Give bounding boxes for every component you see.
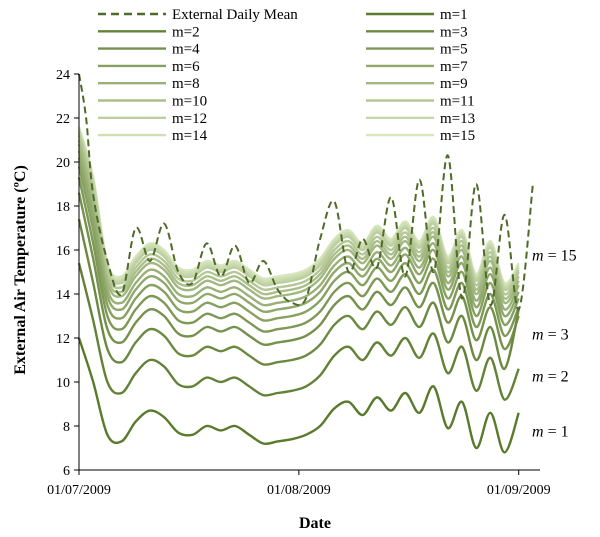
legend-label: m=13 <box>440 111 475 127</box>
series-annotation: m = 15 <box>532 247 577 264</box>
series-line-m-12 <box>77 133 520 292</box>
x-tick-label: 01/07/2009 <box>47 483 111 498</box>
series-line-m-1 <box>77 337 520 454</box>
legend-label: m=11 <box>440 94 475 110</box>
legend-label: m=10 <box>172 94 207 110</box>
y-tick-label: 20 <box>56 156 70 171</box>
series-line-m-5 <box>77 177 520 337</box>
series-line-m-2 <box>77 262 520 401</box>
y-tick-label: 6 <box>63 464 70 479</box>
series-line-m-4 <box>77 192 520 351</box>
legend-label: m=15 <box>440 128 475 144</box>
series-line-m-6 <box>77 166 520 326</box>
y-tick-label: 16 <box>56 244 70 259</box>
x-axis-title: Date <box>299 515 331 532</box>
legend-label: m=2 <box>172 24 200 40</box>
y-axis-title: External Air Temperature (ºC) <box>12 165 29 375</box>
y-tick-label: 24 <box>56 68 70 83</box>
x-tick-label: 01/08/2009 <box>267 483 331 498</box>
series-annotation: m = 1 <box>532 423 569 440</box>
series-annotation: m = 2 <box>532 368 569 385</box>
legend-label: m=12 <box>172 111 207 127</box>
legend-label: m=6 <box>172 59 200 75</box>
y-tick-label: 22 <box>56 112 70 127</box>
series-line-m-3 <box>77 218 520 371</box>
legend-label: m=7 <box>440 59 468 75</box>
legend-label: m=14 <box>172 128 208 144</box>
y-tick-label: 14 <box>56 288 70 303</box>
legend-label: m=1 <box>440 7 468 23</box>
series-annotation: m = 3 <box>532 327 569 344</box>
legend-label: m=8 <box>172 76 200 92</box>
series-layer <box>77 73 534 454</box>
y-tick-label: 10 <box>56 376 70 391</box>
series-line-m-10 <box>77 139 520 300</box>
series-line-m-9 <box>77 144 520 305</box>
axes: 6 8 10 12 14 16 18 20 22 24 01/07/2009 01/08/2009 01… <box>47 68 551 498</box>
legend-label: m=3 <box>440 24 468 40</box>
legend: External Daily Mean m=1 m=2 m=3 m=4 m=5 m=6 m=7… <box>98 7 475 144</box>
y-tick-label: 12 <box>56 332 70 347</box>
legend-label: m=5 <box>440 42 468 58</box>
y-tick-label: 18 <box>56 200 70 215</box>
y-tick-label: 8 <box>63 420 70 435</box>
legend-label: m=9 <box>440 76 468 92</box>
legend-label: m=4 <box>172 42 200 58</box>
series-annotations: m = 15 m = 3 m = 2 m = 1 <box>532 247 577 440</box>
series-line-external-daily-mean <box>78 73 534 311</box>
x-tick-label: 01/09/2009 <box>487 483 551 498</box>
series-line-m-8 <box>77 150 520 311</box>
series-line-m-11 <box>77 135 520 296</box>
legend-label: External Daily Mean <box>172 7 298 23</box>
